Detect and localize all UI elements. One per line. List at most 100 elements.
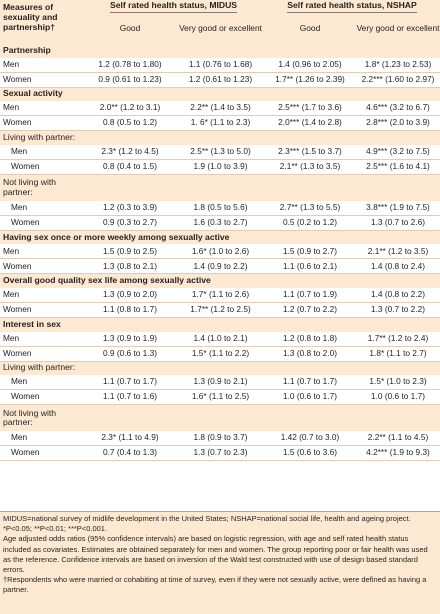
footnote-method: Age adjusted odds ratios (95% confidence… [3,534,428,575]
nshap-very-good-cell: 4.9*** (3.2 to 7.5) [356,144,440,160]
nshap-good-cell: 0.5 (0.2 to 1.2) [264,215,356,231]
section-filler [356,404,440,432]
midus-good-cell: 1.3 (0.9 to 2.0) [83,287,177,303]
nshap-good-cell: 2.7** (1.3 to 5.5) [264,200,356,216]
section-filler [83,404,177,432]
midus-very-good-cell: 1.4 (1.0 to 2.1) [177,331,264,347]
row-label: Women [0,115,83,132]
nshap-good-cell: 1.1 (0.6 to 2.1) [264,258,356,275]
midus-very-good-cell: 1.8 (0.9 to 3.7) [177,431,264,447]
nshap-good-cell: 2.1** (1.3 to 3.5) [264,159,356,175]
row-label: Women [0,389,83,406]
table-row: Women 0.9 (0.3 to 2.7) 1.6 (0.3 to 2.7) 0.5… [0,215,440,231]
nshap-very-good-cell: 2.2*** (1.60 to 2.97) [356,72,440,88]
section-title: Having sex once or more weekly among sex… [0,230,440,245]
nshap-group-header: Self rated health status, NSHAP [264,0,440,14]
midus-good-cell: 1.3 (0.8 to 2.1) [83,258,177,275]
section-filler [356,174,440,201]
midus-very-good-cell: 1.7* (1.1 to 2.6) [177,287,264,303]
midus-good-cell: 1.3 (0.9 to 1.9) [83,331,177,347]
midus-good-cell: 0.9 (0.61 to 1.23) [83,72,177,88]
row-label: Women [0,159,83,175]
nshap-very-good-cell: 1.4 (0.8 to 2.2) [356,287,440,303]
midus-very-good-cell: 1.6* (1.0 to 2.6) [177,244,264,260]
section-title: Sexual activity [0,87,440,102]
section-header-quality: Overall good quality sex life among sexu… [0,273,440,288]
nshap-very-good-cell: 3.8*** (1.9 to 7.5) [356,200,440,216]
table-row: Women 0.8 (0.5 to 1.2) 1. 6* (1.1 to 2.3) 2… [0,115,440,132]
midus-good-cell: 1.1 (0.8 to 1.7) [83,302,177,318]
section-header-interest: Interest in sex [0,317,440,332]
row-label: Men [0,431,83,447]
section-filler [264,174,356,201]
nshap-good-cell: 1.7** (1.26 to 2.39) [264,72,356,88]
section-title: Interest in sex [0,317,440,332]
midus-good-cell: 2.3* (1.1 to 4.9) [83,431,177,447]
midus-very-good-header: Very good or excellent [177,14,264,44]
table-row: Men 1.3 (0.9 to 2.0) 1.7* (1.1 to 2.6) 1.1 … [0,287,440,303]
row-label: Women [0,72,83,88]
row-label: Women [0,346,83,362]
nshap-very-good-cell: 2.5*** (1.6 to 4.1) [356,159,440,175]
midus-good-cell: 2.0** (1.2 to 3.1) [83,101,177,117]
midus-good-cell: 1.1 (0.7 to 1.6) [83,389,177,406]
table-row: Men 1.2 (0.3 to 3.9) 1.8 (0.5 to 5.6) 2.7**… [0,200,440,216]
nshap-very-good-cell: 1.4 (0.8 to 2.4) [356,258,440,275]
midus-very-good-cell: 1.5* (1.1 to 2.2) [177,346,264,362]
midus-good-cell: 0.9 (0.3 to 2.7) [83,215,177,231]
nshap-good-cell: 1.3 (0.8 to 2.0) [264,346,356,362]
header-row-columns: Good Very good or excellent Good Very go… [0,14,440,44]
nshap-very-good-header: Very good or excellent [356,14,440,44]
results-table: Measures of sexuality and partnership† S… [0,0,440,462]
midus-good-cell: 0.8 (0.4 to 1.5) [83,159,177,175]
midus-very-good-cell: 1.9 (1.0 to 3.9) [177,159,264,175]
nshap-good-cell: 1.4 (0.96 to 2.05) [264,57,356,73]
nshap-very-good-cell: 1.3 (0.7 to 2.2) [356,302,440,318]
table-row: Men 2.3* (1.2 to 4.5) 2.5** (1.3 to 5.0) 2.… [0,144,440,160]
midus-very-good-cell: 1.2 (0.61 to 1.23) [177,72,264,88]
section-title: Partnership [0,44,440,58]
table-row: Women 0.9 (0.61 to 1.23) 1.2 (0.61 to 1.23… [0,72,440,88]
midus-good-cell: 0.8 (0.5 to 1.2) [83,115,177,132]
nshap-good-cell: 1.5 (0.6 to 3.6) [264,445,356,462]
section-filler [177,404,264,432]
midus-very-good-cell: 1.1 (0.76 to 1.68) [177,57,264,73]
nshap-very-good-cell: 1.3 (0.7 to 2.6) [356,215,440,231]
midus-very-good-cell: 1.8 (0.5 to 5.6) [177,200,264,216]
nshap-very-good-cell: 1.8* (1.23 to 2.53) [356,57,440,73]
nshap-good-cell: 2.3*** (1.5 to 3.7) [264,144,356,160]
nshap-good-cell: 1.0 (0.6 to 1.7) [264,389,356,406]
table-row: Men 2.0** (1.2 to 3.1) 2.2** (1.4 to 3.5) 2… [0,101,440,117]
midus-title: Self rated health status, MIDUS [109,0,238,13]
table-row: Men 1.3 (0.9 to 1.9) 1.4 (1.0 to 2.1) 1.2 (… [0,331,440,347]
section-header-partnership: Partnership [0,44,440,58]
nshap-good-cell: 1.2 (0.8 to 1.8) [264,331,356,347]
section-filler [177,174,264,201]
row-label: Women [0,258,83,275]
midus-good-cell: 0.7 (0.4 to 1.3) [83,445,177,462]
table-row: Men 1.5 (0.9 to 2.5) 1.6* (1.0 to 2.6) 1.5 … [0,244,440,260]
nshap-very-good-cell: 1.5* (1.0 to 2.3) [356,375,440,391]
nshap-very-good-cell: 2.2** (1.1 to 4.5) [356,431,440,447]
table-row: Men 1.2 (0.78 to 1.80) 1.1 (0.76 to 1.68) 1… [0,57,440,73]
midus-very-good-cell: 1.7** (1.2 to 2.5) [177,302,264,318]
row-label: Men [0,101,83,117]
nshap-very-good-cell: 1.7** (1.2 to 2.4) [356,331,440,347]
row-label: Men [0,57,83,73]
section-header-not-living-2: Not living with partner: [0,404,440,432]
midus-very-good-cell: 2.2** (1.4 to 3.5) [177,101,264,117]
midus-good-cell: 1.2 (0.78 to 1.80) [83,57,177,73]
section-header-not-living: Not living with partner: [0,174,440,201]
nshap-very-good-cell: 1.0 (0.6 to 1.7) [356,389,440,406]
table-row: Women 1.3 (0.8 to 2.1) 1.4 (0.9 to 2.2) 1.1… [0,258,440,275]
midus-very-good-cell: 1.4 (0.9 to 2.2) [177,258,264,275]
row-label: Women [0,445,83,462]
midus-good-cell: 1.1 (0.7 to 1.7) [83,375,177,391]
nshap-good-header: Good [264,14,356,44]
midus-good-cell: 0.9 (0.6 to 1.3) [83,346,177,362]
nshap-good-cell: 1.5 (0.9 to 2.7) [264,244,356,260]
section-title: Living with partner: [0,130,440,145]
header-row-groups: Measures of sexuality and partnership† S… [0,0,440,44]
midus-very-good-cell: 2.5** (1.3 to 5.0) [177,144,264,160]
